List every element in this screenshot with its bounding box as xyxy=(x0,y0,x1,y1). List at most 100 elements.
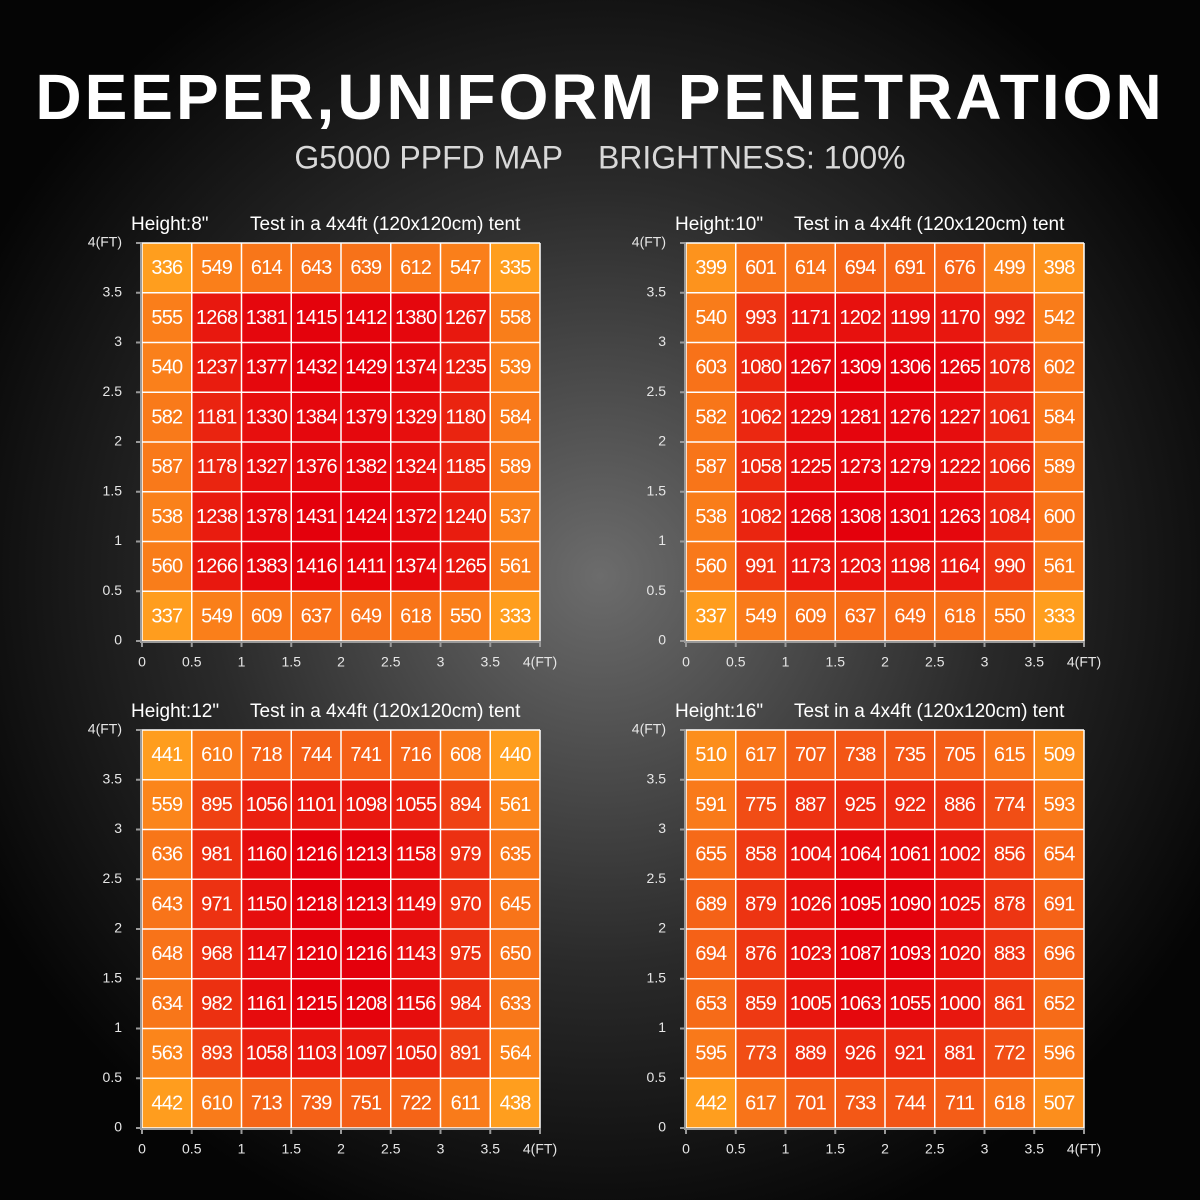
cell-value: 705 xyxy=(944,744,976,766)
heatmap-cell xyxy=(341,879,391,929)
cell-value: 611 xyxy=(451,1092,481,1114)
x-tick-label: 2 xyxy=(337,654,345,670)
heatmap-cell xyxy=(440,1028,491,1079)
heatmap-cell xyxy=(934,591,985,641)
cell-value: 1263 xyxy=(939,506,981,528)
heatmap-cell xyxy=(191,491,242,542)
heatmap-cell xyxy=(686,491,736,542)
x-tick-label: 1 xyxy=(238,1141,246,1157)
cell-value: 1005 xyxy=(790,993,832,1015)
cell-value: 716 xyxy=(400,744,432,766)
heatmap-cell xyxy=(390,879,441,929)
cell-value: 993 xyxy=(745,307,777,329)
cell-value: 1235 xyxy=(445,357,487,379)
cell-value: 333 xyxy=(500,605,532,627)
heatmap-cell xyxy=(686,292,736,343)
heatmap-cell xyxy=(1034,829,1084,880)
cell-value: 561 xyxy=(500,556,532,578)
heatmap-cell xyxy=(341,392,391,442)
cell-value: 1149 xyxy=(396,893,436,915)
heatmap-cell xyxy=(291,730,341,780)
cell-value: 549 xyxy=(201,605,233,627)
cell-value: 1097 xyxy=(345,1043,387,1065)
heatmap-cell xyxy=(490,879,540,929)
heatmap-cell xyxy=(440,730,491,780)
cell-value: 645 xyxy=(500,893,532,915)
cell-value: 643 xyxy=(301,257,333,279)
cell-value: 975 xyxy=(450,943,482,965)
heatmap-cell xyxy=(390,292,441,343)
x-tick-label: 0 xyxy=(682,654,690,670)
heatmap-cell xyxy=(191,342,242,393)
cell-value: 1240 xyxy=(445,506,487,528)
cell-value: 1330 xyxy=(246,406,288,428)
heatmap-cell xyxy=(835,879,885,929)
cell-value: 337 xyxy=(151,605,183,627)
cell-value: 560 xyxy=(151,556,183,578)
heatmap-cell xyxy=(934,779,985,830)
cell-value: 1301 xyxy=(889,506,931,528)
heatmap-cell xyxy=(490,829,540,880)
heatmap-cell xyxy=(440,978,491,1029)
y-tick-label: 0 xyxy=(658,632,666,648)
heatmap-cell xyxy=(984,929,1035,979)
cell-value: 610 xyxy=(201,1092,233,1114)
heatmap-cell xyxy=(885,929,935,979)
heatmap-cell xyxy=(440,879,491,929)
heatmap-cell xyxy=(1034,541,1084,592)
heatmap-cell xyxy=(984,342,1035,393)
cell-value: 542 xyxy=(1044,307,1076,329)
heatmap-cell xyxy=(934,929,985,979)
x-tick-label: 2.5 xyxy=(381,654,401,670)
x-tick-label: 0 xyxy=(138,1141,146,1157)
heatmap-cell xyxy=(142,978,192,1029)
heatmap-cell xyxy=(490,591,540,641)
heatmap-cell xyxy=(440,442,491,492)
cell-value: 602 xyxy=(1044,357,1076,379)
cell-value: 442 xyxy=(151,1092,183,1114)
cell-value: 876 xyxy=(745,943,777,965)
cell-value: 1412 xyxy=(345,307,387,329)
panel-subtitle: Test in a 4x4ft (120x120cm) tent xyxy=(794,214,1065,235)
cell-value: 971 xyxy=(201,893,233,915)
heatmap-cell xyxy=(1034,243,1084,293)
x-tick-label: 4(FT) xyxy=(1067,1141,1101,1157)
y-tick-label: 2 xyxy=(658,920,666,936)
heatmap-cell xyxy=(735,1078,786,1128)
heatmap-panel: Height:8" Test in a 4x4ft (120x120cm) ten… xyxy=(88,214,557,670)
heatmap-cell xyxy=(490,730,540,780)
heatmap-cell xyxy=(735,243,786,293)
cell-value: 609 xyxy=(251,605,283,627)
cell-value: 589 xyxy=(1044,456,1076,478)
heatmap-cell xyxy=(241,591,292,641)
heatmap-cell xyxy=(785,879,836,929)
cell-value: 600 xyxy=(1044,506,1076,528)
cell-value: 337 xyxy=(695,605,727,627)
cell-value: 564 xyxy=(500,1043,532,1065)
cell-value: 1382 xyxy=(345,456,387,478)
cell-value: 1055 xyxy=(889,993,931,1015)
heatmap-cell xyxy=(291,342,341,393)
y-tick-label: 3.5 xyxy=(647,283,667,299)
heatmap-cell xyxy=(1034,879,1084,929)
heatmap-cell xyxy=(440,342,491,393)
heatmap-cell xyxy=(934,392,985,442)
cell-value: 979 xyxy=(450,844,482,866)
y-tick-label: 3 xyxy=(658,333,666,349)
heatmap-cell xyxy=(1034,1078,1084,1128)
cell-value: 1101 xyxy=(296,794,336,816)
heatmap-cell xyxy=(1034,392,1084,442)
heatmap-cell xyxy=(241,978,292,1029)
heatmap-cell xyxy=(934,978,985,1029)
heatmap-cell xyxy=(984,879,1035,929)
cell-value: 676 xyxy=(944,257,976,279)
cell-value: 634 xyxy=(151,993,183,1015)
cell-value: 438 xyxy=(500,1092,532,1114)
cell-value: 617 xyxy=(745,1092,777,1114)
cell-value: 926 xyxy=(845,1043,877,1065)
cell-value: 1198 xyxy=(890,556,930,578)
x-tick-label: 3 xyxy=(981,1141,989,1157)
heatmap-panel: Height:10" Test in a 4x4ft (120x120cm) te… xyxy=(632,214,1101,670)
x-tick-label: 0.5 xyxy=(726,654,746,670)
cell-value: 1180 xyxy=(445,406,485,428)
